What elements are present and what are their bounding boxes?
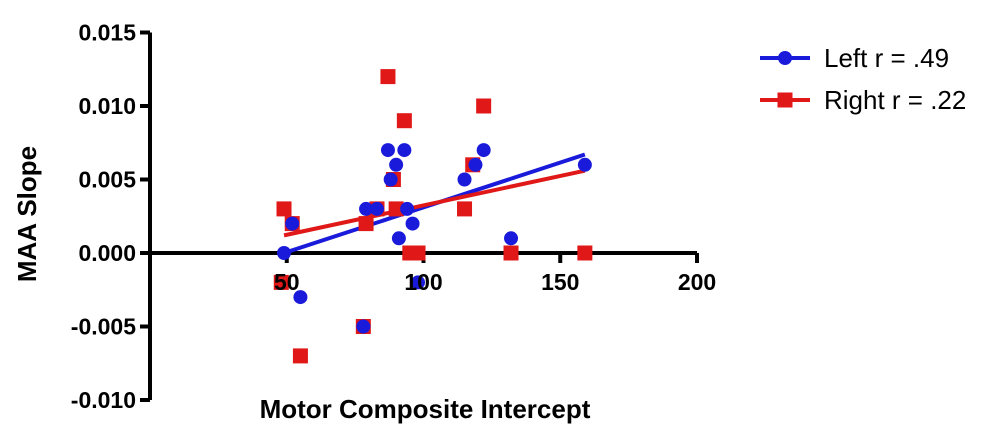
- right-point: [577, 245, 593, 261]
- x-tick-label: 200: [678, 269, 716, 295]
- tick-labels: -0.010 -0.005 0.000 0.005 0.010 0.015 50 100 150…: [71, 20, 716, 414]
- right-point: [273, 274, 289, 290]
- right-point: [380, 69, 396, 85]
- fit-lines: [283, 152, 586, 255]
- left-point: [391, 231, 406, 246]
- y-tick-label: 0.000: [78, 240, 136, 266]
- left-point: [359, 201, 374, 216]
- right-point: [503, 245, 519, 261]
- left-point: [356, 319, 371, 334]
- y-tick-label: -0.010: [71, 387, 136, 413]
- left-point: [468, 157, 483, 172]
- y-tick-label: 0.015: [78, 20, 136, 46]
- right-point: [276, 201, 292, 217]
- y-tick-label: -0.005: [71, 314, 136, 340]
- legend-square-marker: [777, 92, 793, 108]
- left-point: [285, 216, 300, 231]
- left-point: [504, 231, 519, 246]
- y-axis-title: MAA Slope: [12, 146, 42, 282]
- x-tick-label: 100: [404, 269, 442, 295]
- left-point: [476, 143, 491, 158]
- left-point: [370, 201, 385, 216]
- axes: [140, 30, 699, 402]
- left-point: [389, 157, 404, 172]
- right-point: [388, 201, 404, 217]
- left-point: [411, 275, 426, 290]
- right-point: [358, 216, 374, 232]
- legend-label: Right r = .22: [824, 85, 966, 115]
- legend-circle-marker: [778, 51, 792, 65]
- y-tick-label: 0.010: [78, 93, 136, 119]
- legend: Left r = .49 Right r = .22: [760, 43, 966, 115]
- left-point: [405, 216, 420, 231]
- left-point: [383, 172, 398, 187]
- left-point: [277, 246, 292, 260]
- right-fit-line: [283, 168, 586, 238]
- data-points: [273, 69, 593, 364]
- legend-label: Left r = .49: [824, 43, 949, 73]
- left-point: [457, 172, 472, 187]
- x-tick-label: 50: [274, 269, 300, 295]
- right-point: [292, 348, 308, 364]
- right-point: [476, 98, 492, 114]
- x-tick-label: 150: [541, 269, 579, 295]
- y-tick-label: 0.005: [78, 167, 136, 193]
- left-point: [397, 143, 412, 158]
- right-point: [457, 201, 473, 217]
- right-point: [410, 245, 426, 261]
- left-point: [380, 143, 395, 158]
- left-point: [293, 290, 308, 305]
- left-point: [577, 157, 592, 172]
- right-point: [396, 113, 412, 129]
- x-axis-title: Motor Composite Intercept: [260, 394, 591, 424]
- left-point: [400, 201, 415, 216]
